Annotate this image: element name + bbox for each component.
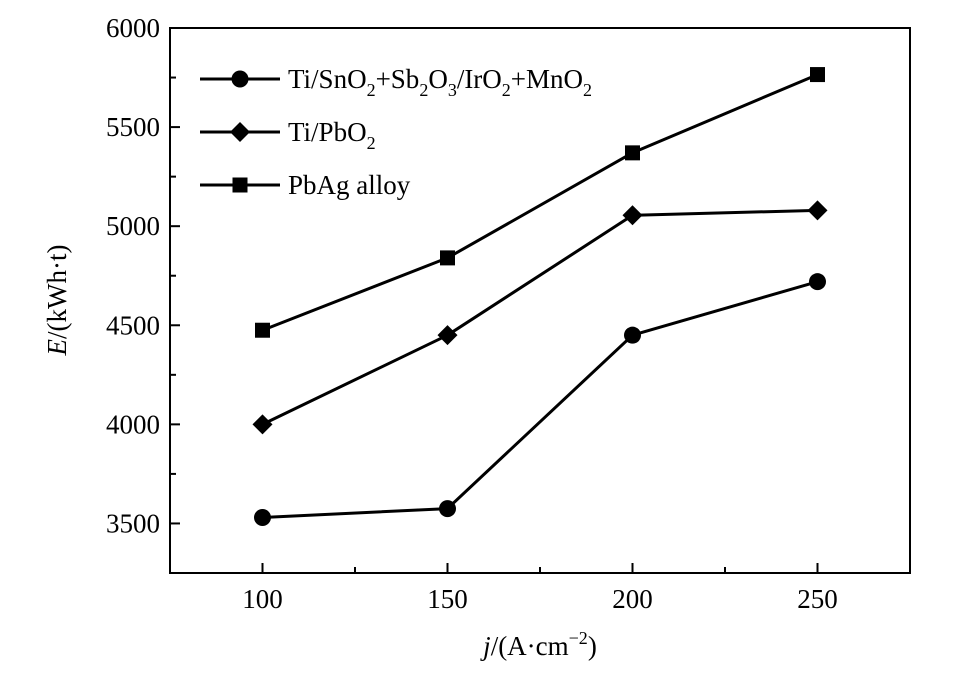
legend-item: Ti/SnO2+Sb2O3/IrO2+MnO2 [200,64,592,100]
y-tick-label: 4000 [106,409,160,439]
data-point-circle [254,509,271,527]
legend: Ti/SnO2+Sb2O3/IrO2+MnO2 Ti/PbO2 PbAg alloy [200,64,592,200]
series-line [262,280,818,520]
legend-label: PbAg alloy [288,170,411,200]
legend-marker-circle [231,70,249,88]
data-point-circle [624,326,641,344]
y-tick-label: 5500 [106,112,160,142]
x-axis-title: j/(A·cm−2) [480,628,597,661]
legend-item: PbAg alloy [200,170,411,200]
series-layer [252,67,828,527]
data-point-diamond [252,414,273,435]
y-tick-label: 5000 [106,211,160,241]
data-point-square [625,145,640,161]
legend-label: Ti/PbO2 [288,117,376,153]
series-line [261,208,818,426]
data-point-circle [809,273,826,291]
y-tick-label: 3500 [106,508,160,538]
data-point-square [255,322,270,338]
y-tick-label: 4500 [106,310,160,340]
data-point-diamond [437,325,458,346]
data-point-square [440,250,455,266]
legend-item: Ti/PbO2 [200,117,376,153]
x-tick-label: 250 [797,584,838,614]
series-1 [254,273,826,527]
data-point-diamond [807,200,828,221]
series-3 [255,67,825,338]
x-tick-label: 150 [427,584,468,614]
series-2 [252,200,828,435]
legend-marker-square [232,177,248,193]
legend-label: Ti/SnO2+Sb2O3/IrO2+MnO2 [288,64,592,100]
x-tick-label: 100 [242,584,283,614]
plot-frame [169,27,911,574]
y-axis-title: E/(kWh·t) [42,245,72,357]
data-point-square [810,67,825,83]
data-point-diamond [622,205,643,226]
legend-marker-diamond [230,122,250,142]
y-axis-ticks: 3500 4000 4500 5000 5500 6000 [106,13,180,574]
x-tick-label: 200 [612,584,653,614]
y-tick-label: 6000 [106,13,160,43]
series-line [261,73,819,332]
data-point-circle [439,500,456,518]
x-axis-ticks: 100 150 200 250 [169,563,911,614]
